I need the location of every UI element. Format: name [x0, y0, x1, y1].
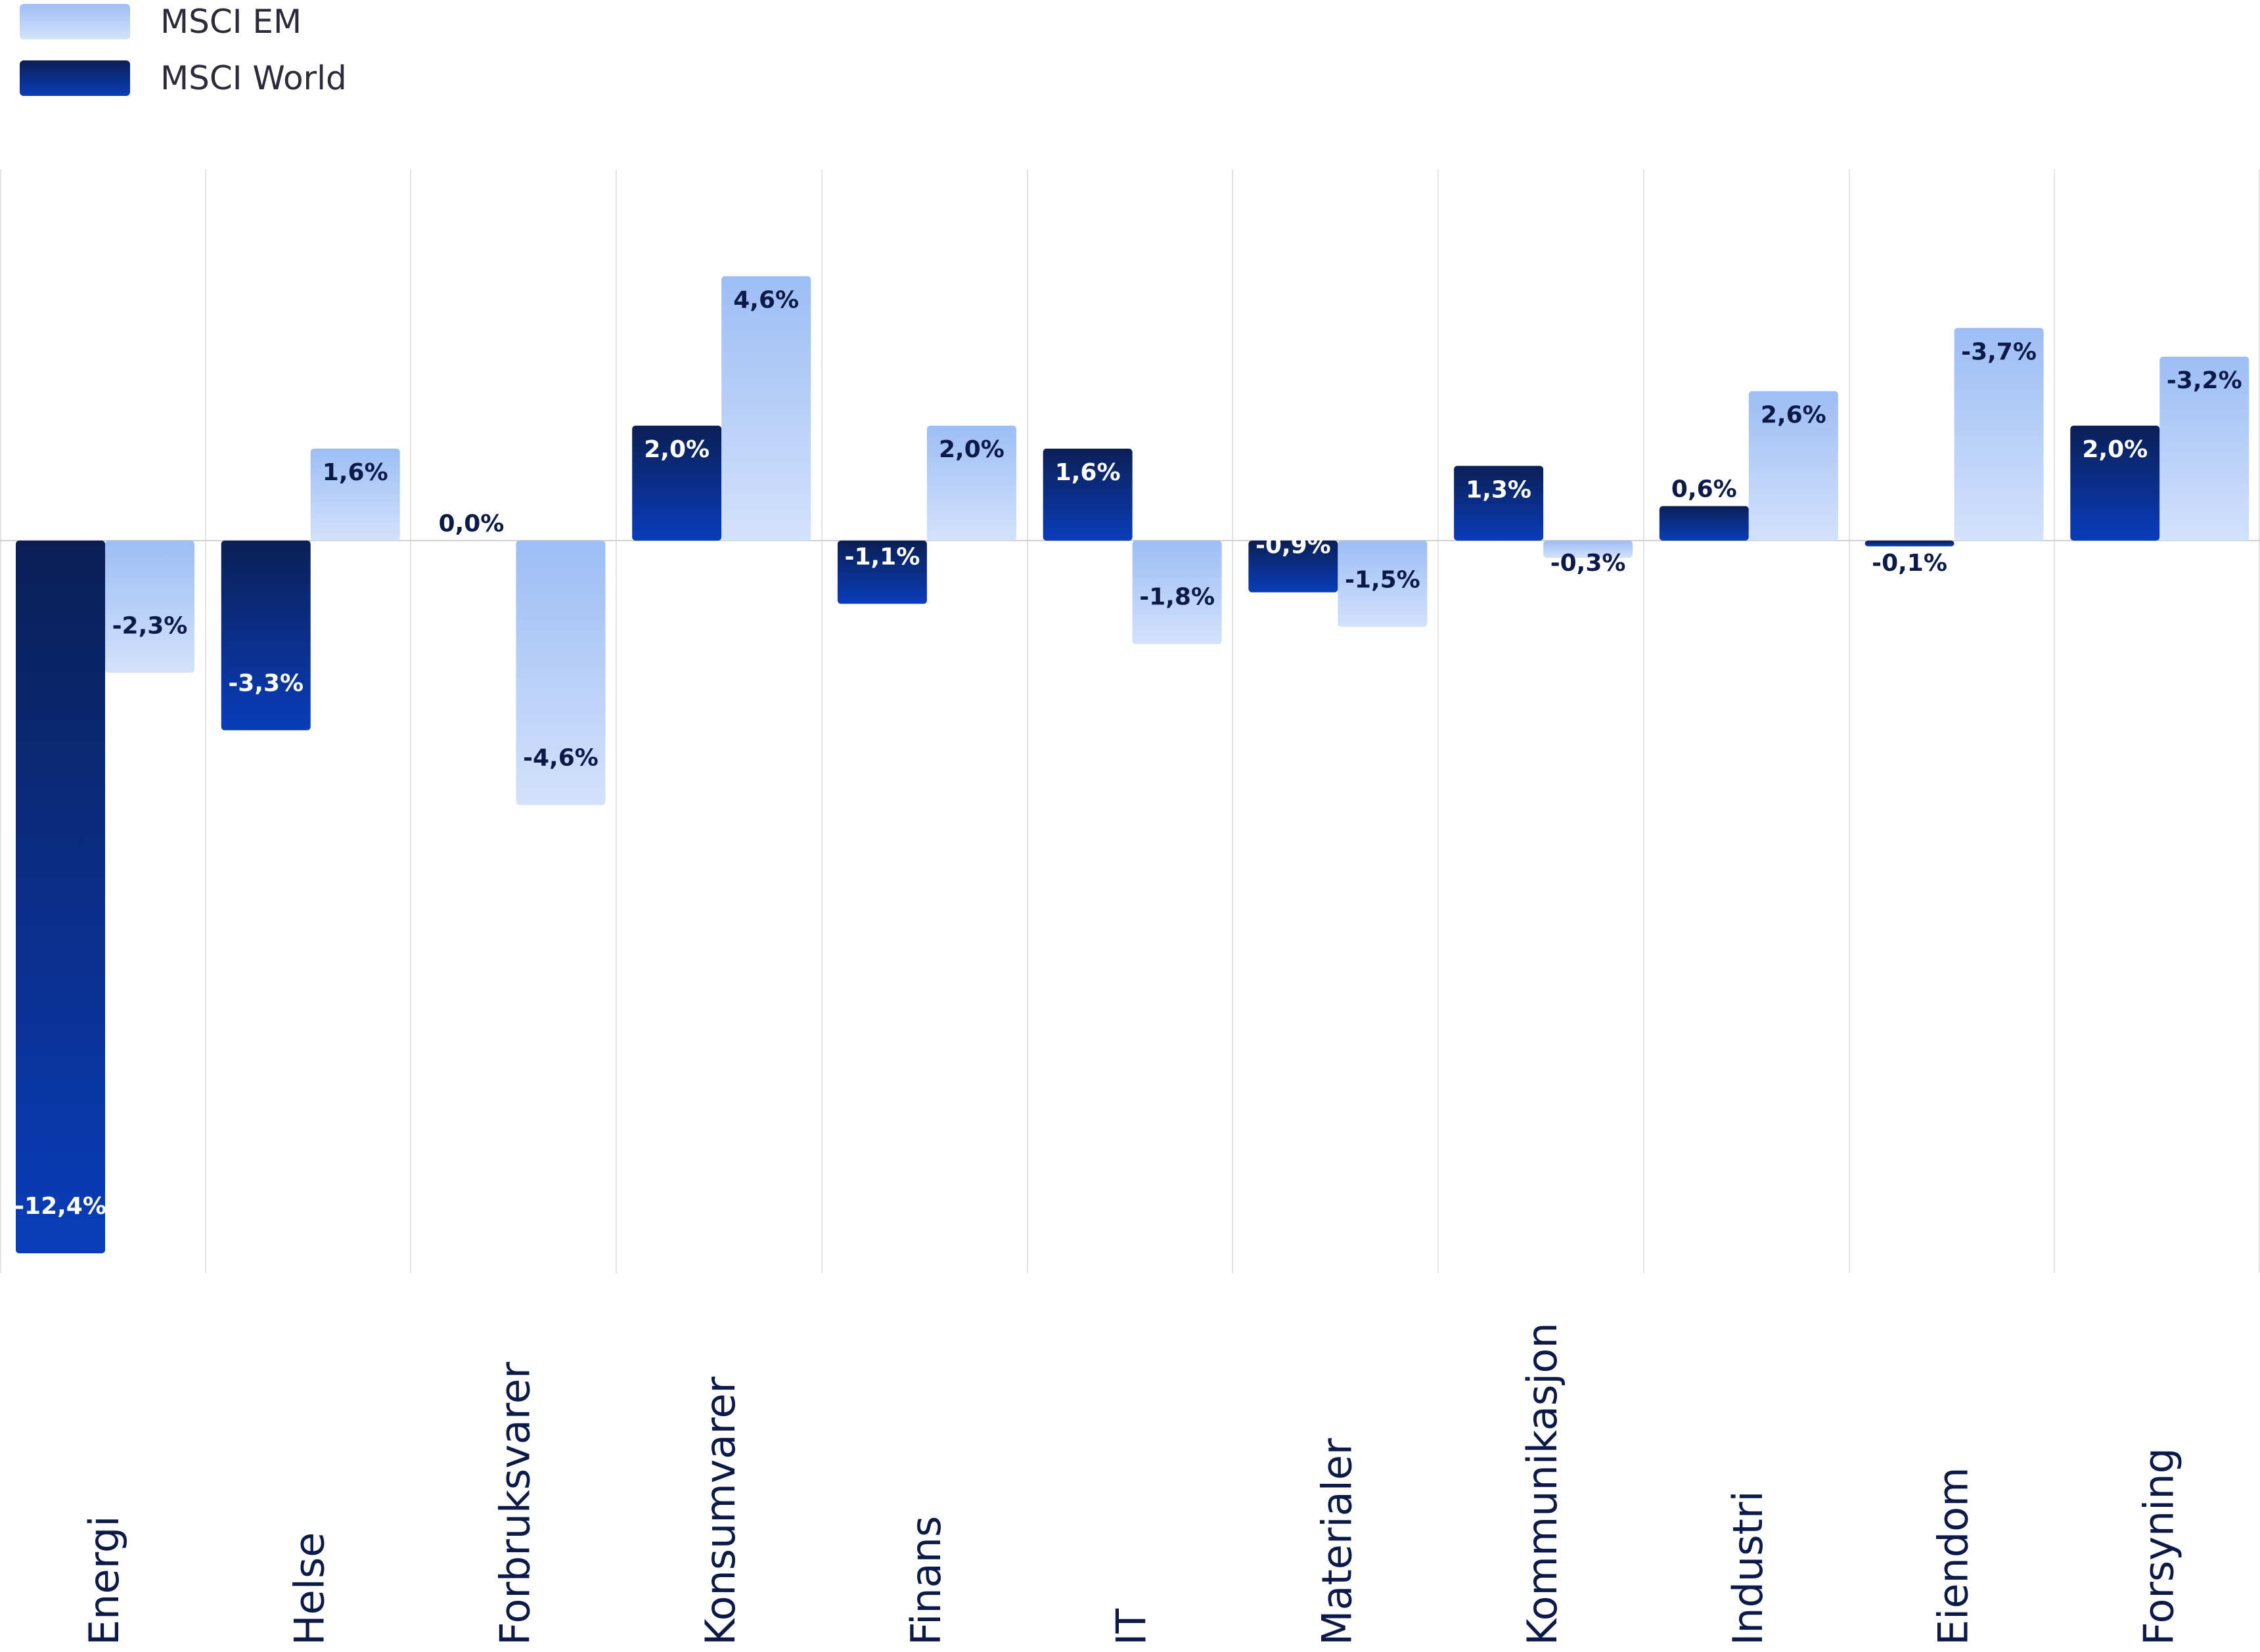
bar-msci-em-finans [926, 426, 1016, 541]
category-label-kommunikasjon: Kommunikasjon [1518, 1322, 1566, 1645]
bar-msci-world-helse [221, 541, 311, 730]
bar-msci-world-forsyning [2070, 426, 2160, 541]
category-labels: Energi Helse Forbruksvarer Konsumvarer Finan… [80, 1322, 2182, 1645]
data-label-msci-world-forsyning: 2,0% [2082, 436, 2148, 463]
data-label-msci-em-it: -1,8% [1139, 584, 1215, 611]
category-label-it: IT [1108, 1608, 1156, 1645]
data-label-msci-world-helse: -3,3% [228, 670, 304, 697]
data-label-msci-em-eiendom: -3,7% [1961, 338, 2037, 365]
bar-msci-world-kommunikasjon [1454, 466, 1544, 541]
data-label-msci-world-kommunikasjon: 1,3% [1466, 476, 1531, 503]
category-label-materialer: Materialer [1313, 1438, 1361, 1645]
bars [16, 276, 2249, 1253]
bar-msci-world-eiendom [1864, 541, 1955, 547]
data-label-msci-em-energi: -2,3% [112, 612, 188, 639]
data-label-msci-world-industri: 0,6% [1671, 476, 1737, 503]
bar-msci-em-konsumvarer [721, 276, 811, 541]
data-label-msci-world-materialer: -0,9% [1255, 532, 1331, 559]
legend-label-msci-em: MSCI EM [160, 3, 302, 41]
bar-msci-world-materialer [1248, 541, 1338, 592]
category-label-eiendom: Eiendom [1930, 1467, 1977, 1645]
data-label-msci-world-it: 1,6% [1055, 459, 1121, 486]
category-label-forbruksvarer: Forbruksvarer [491, 1362, 539, 1645]
bar-msci-world-it [1043, 449, 1133, 541]
bar-msci-world-industri [1659, 506, 1749, 541]
data-label-msci-em-forbruksvarer: -4,6% [523, 745, 599, 772]
bar-msci-em-forbruksvarer [516, 541, 606, 805]
gridlines [0, 169, 2260, 1273]
data-label-msci-world-forbruksvarer: 0,0% [439, 510, 505, 537]
bar-msci-em-kommunikasjon [1543, 541, 1633, 558]
bar-msci-em-forsyning [2159, 357, 2249, 541]
data-label-msci-em-finans: 2,0% [939, 436, 1005, 463]
category-label-industri: Industri [1724, 1490, 1772, 1645]
legend: MSCI EM MSCI World [20, 3, 347, 97]
category-label-forsyning: Forsyning [2135, 1448, 2182, 1645]
bar-msci-world-energi [16, 541, 105, 1253]
category-label-konsumvarer: Konsumvarer [696, 1376, 744, 1645]
data-label-msci-world-eiendom: -0,1% [1872, 550, 1947, 577]
data-label-msci-em-industri: 2,6% [1761, 402, 1826, 429]
bar-msci-em-it [1132, 541, 1222, 644]
category-label-helse: Helse [286, 1532, 334, 1645]
bar-msci-em-eiendom [1954, 328, 2044, 541]
data-label-msci-em-konsumvarer: 4,6% [733, 287, 799, 314]
data-labels: -12,4% -2,3% -3,3% 1,6% 0,0% -4,6% 2,0% 4,6% -1,… [14, 287, 2242, 1220]
data-label-msci-em-forsyning: -3,2% [2167, 367, 2242, 394]
legend-swatch-msci-world [20, 60, 130, 96]
data-label-msci-em-materialer: -1,5% [1345, 566, 1420, 593]
category-label-energi: Energi [80, 1515, 128, 1645]
bar-msci-world-konsumvarer [632, 426, 722, 541]
legend-swatch-msci-em [20, 4, 130, 39]
data-label-msci-em-kommunikasjon: -0,3% [1550, 550, 1626, 577]
data-label-msci-world-finans: -1,1% [845, 543, 920, 570]
data-label-msci-world-energi: -12,4% [14, 1193, 106, 1220]
legend-label-msci-world: MSCI World [160, 59, 347, 97]
category-label-finans: Finans [902, 1516, 950, 1645]
bar-msci-world-finans [837, 541, 927, 604]
data-label-msci-em-helse: 1,6% [323, 459, 388, 486]
bar-msci-em-energi [105, 541, 194, 673]
data-label-msci-world-konsumvarer: 2,0% [644, 436, 710, 463]
bar-msci-em-helse [310, 449, 400, 541]
bar-msci-em-materialer [1338, 541, 1428, 627]
bar-msci-em-industri [1748, 391, 1838, 541]
